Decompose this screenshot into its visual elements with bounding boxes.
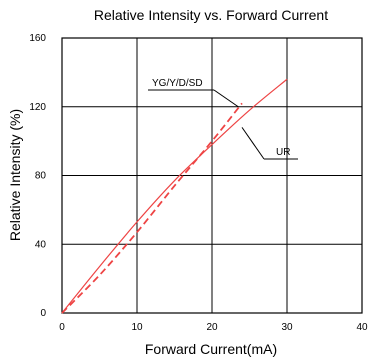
x-axis-title: Forward Current(mA) [145,341,277,357]
y-tick-label: 160 [29,33,46,44]
annotation-leader [241,127,265,160]
y-axis-title: Relative Intensity (%) [7,109,23,241]
tick-labels: 0 10 20 30 40 0 40 80 120 160 [29,33,368,333]
x-tick-label: 40 [356,322,368,333]
chart-title: Relative Intensity vs. Forward Current [94,7,328,23]
annotation-leader [213,89,239,108]
y-tick-label: 40 [35,239,47,250]
y-tick-label: 80 [35,171,47,182]
plot-frame [61,37,363,314]
annotations: YG/Y/D/SD UR [148,78,298,160]
annotation-label-ur: UR [276,147,290,158]
series-lines [61,78,288,314]
series-line-dashed [61,102,243,314]
series-line-solid [61,78,288,314]
x-tick-label: 20 [206,322,218,333]
grid [62,38,362,313]
y-tick-label: 0 [40,308,46,319]
x-tick-label: 30 [281,322,293,333]
x-tick-label: 10 [131,322,143,333]
annotation-label-yg: YG/Y/D/SD [152,78,203,89]
x-tick-label: 0 [59,322,65,333]
y-tick-label: 120 [29,102,46,113]
